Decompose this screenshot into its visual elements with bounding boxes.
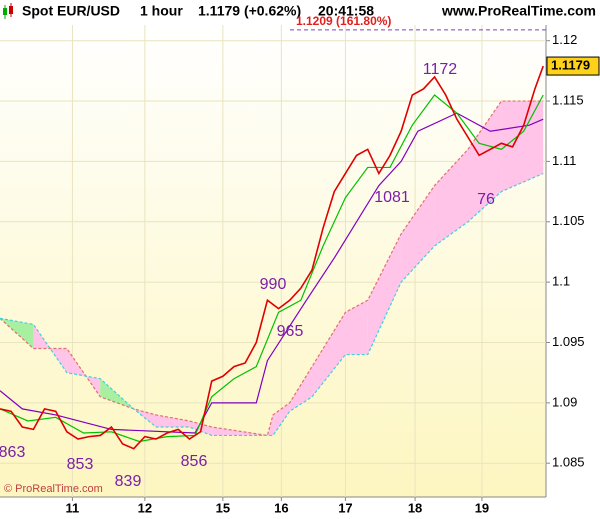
interval: 1 hour — [140, 3, 183, 19]
series-line — [0, 65, 544, 450]
annotation: 856 — [181, 453, 208, 470]
cloud-area — [156, 414, 190, 427]
cloud-area — [289, 366, 312, 412]
annotation: 853 — [67, 456, 94, 473]
price-tag — [546, 56, 600, 76]
y-tick-label: 1.095 — [552, 334, 585, 349]
watermark: © ProRealTime.com — [4, 483, 103, 495]
cloud-area — [434, 149, 468, 246]
y-tick-label: 1.09 — [552, 394, 577, 409]
series-line — [0, 112, 544, 434]
cloud-area — [33, 324, 67, 373]
x-tick-label: 17 — [338, 500, 352, 515]
y-tick-label: 1.11 — [552, 153, 576, 168]
axis-bg — [546, 25, 600, 519]
logo — [3, 3, 13, 19]
y-tick-label: 1.12 — [552, 32, 577, 47]
target-label: 1.1209 (161.80%) — [296, 14, 391, 28]
title: Spot EUR/USD — [22, 3, 120, 19]
x-tick-label: 12 — [138, 500, 152, 515]
y-tick-label: 1.1 — [552, 274, 570, 289]
series-line — [0, 100, 544, 437]
annotation: 839 — [115, 473, 142, 490]
y-tick-label: 1.085 — [552, 455, 585, 470]
cloud-area — [401, 185, 435, 283]
series-line — [0, 94, 544, 443]
x-tick-label: 16 — [274, 500, 288, 515]
annotation: 990 — [260, 276, 287, 293]
series-line — [0, 172, 544, 437]
cloud-area — [345, 300, 368, 355]
annotation: 76 — [477, 191, 495, 208]
annotation: 965 — [277, 323, 304, 340]
price-tag-label: 1.1179 — [551, 57, 590, 72]
cloud-area — [367, 233, 402, 355]
source: www.ProRealTime.com — [441, 3, 596, 19]
quote: 1.1179 (+0.62%) — [198, 3, 301, 19]
time: 20:41:58 — [318, 3, 374, 19]
cloud-area — [312, 312, 346, 397]
annotation: 1172 — [423, 61, 458, 78]
x-tick-label: 19 — [475, 500, 489, 515]
annotation: 863 — [0, 444, 25, 461]
grid — [0, 25, 546, 497]
x-tick-label: 15 — [216, 500, 230, 515]
y-tick-label: 1.115 — [552, 92, 584, 107]
x-tick-label: 18 — [408, 500, 422, 515]
y-tick-label: 1.105 — [552, 213, 585, 228]
cloud-area — [273, 402, 290, 436]
x-tick-label: 11 — [66, 500, 80, 515]
cloud-area — [0, 318, 34, 349]
annotation: 1081 — [374, 189, 410, 206]
